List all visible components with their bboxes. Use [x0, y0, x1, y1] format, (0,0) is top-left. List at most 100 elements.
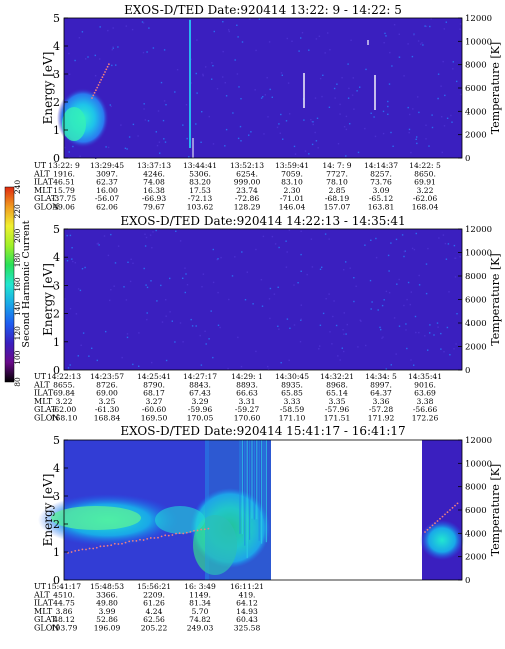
noise-speck	[276, 126, 279, 129]
noise-speck	[152, 231, 154, 233]
noise-speck	[408, 131, 410, 134]
noise-speck	[236, 73, 239, 75]
orbit-table: UTALTILATMLTGLATGLON14:22:138655.69.843.…	[33, 372, 442, 423]
temperature-point	[135, 539, 138, 542]
row-label: MLT	[34, 186, 53, 195]
intensity-core	[51, 506, 141, 530]
noise-speck	[404, 250, 406, 252]
noise-speck	[329, 331, 331, 333]
colorbar-tick: 80	[13, 377, 22, 387]
noise-speck	[297, 282, 299, 284]
noise-speck	[443, 28, 445, 30]
noise-speck	[165, 359, 168, 362]
y-axis-label: Energy [eV]	[41, 52, 55, 125]
diffuse-band	[205, 440, 271, 580]
noise-speck	[240, 98, 242, 100]
noise-speck	[78, 37, 81, 39]
noise-speck	[217, 291, 219, 294]
noise-speck	[288, 229, 291, 231]
table-cell: 79.67	[143, 203, 165, 212]
noise-speck	[337, 355, 339, 357]
colorbar-tick: 160	[13, 277, 22, 292]
noise-speck	[459, 23, 462, 25]
noise-speck	[239, 125, 242, 128]
noise-speck	[300, 304, 302, 306]
noise-speck	[456, 80, 458, 83]
y-axis-right: 0 2000 4000 6000 8000 10000 12000 Temperature […	[458, 225, 502, 376]
noise-speck	[195, 72, 197, 75]
noise-speck	[281, 74, 283, 76]
y2-tick-label: 0	[465, 154, 470, 164]
noise-speck	[312, 123, 314, 126]
noise-speck	[271, 96, 273, 98]
noise-speck	[267, 116, 269, 118]
noise-speck	[303, 119, 305, 121]
noise-speck	[352, 77, 354, 79]
table-cell: 46.51	[53, 178, 75, 187]
noise-speck	[427, 349, 429, 351]
noise-speck	[94, 54, 96, 57]
noise-speck	[452, 68, 454, 70]
noise-speck	[349, 123, 351, 125]
temperature-point	[451, 506, 454, 509]
temperature-point	[142, 539, 145, 541]
noise-speck	[328, 106, 331, 108]
table-cell: 8790.	[143, 380, 165, 389]
noise-speck	[438, 237, 440, 239]
table-cell: -59.96	[188, 405, 212, 414]
noise-speck	[285, 240, 287, 242]
noise-speck	[393, 317, 396, 319]
table-cell: 14:35:41	[408, 372, 442, 381]
noise-speck	[436, 322, 439, 324]
noise-speck	[205, 343, 207, 345]
colorbar-tick: 140	[13, 301, 22, 316]
y-tick-label: 0	[53, 574, 60, 587]
table-cell: 3.38	[417, 397, 434, 406]
temperature-point	[106, 65, 109, 68]
noise-speck	[151, 247, 153, 249]
noise-speck	[277, 325, 279, 327]
noise-speck	[437, 326, 439, 328]
noise-speck	[126, 333, 129, 335]
noise-speck	[176, 69, 179, 71]
noise-speck	[383, 299, 385, 301]
noise-speck	[244, 299, 247, 301]
noise-speck	[333, 300, 335, 302]
table-cell: -56.07	[95, 194, 119, 203]
temperature-point	[117, 543, 120, 545]
noise-speck	[138, 365, 140, 367]
noise-speck	[308, 153, 310, 155]
table-cell: 65.85	[281, 389, 303, 398]
noise-speck	[103, 235, 106, 237]
noise-speck	[212, 356, 214, 359]
noise-speck	[184, 267, 186, 269]
table-cell: 168.84	[94, 414, 121, 423]
table-cell: 14:34: 5	[365, 372, 397, 381]
noise-speck	[146, 318, 148, 321]
noise-speck	[109, 299, 111, 302]
noise-speck	[384, 32, 386, 35]
noise-speck	[319, 324, 322, 326]
noise-speck	[162, 119, 165, 122]
noise-speck	[144, 119, 147, 121]
noise-speck	[202, 73, 204, 76]
temperature-point	[193, 529, 195, 532]
noise-speck	[124, 147, 127, 149]
noise-speck	[314, 131, 316, 134]
temperature-point	[429, 526, 431, 529]
noise-speck	[179, 240, 182, 242]
orbit-table: UTALTILATMLTGLATGLON15:41:174510.44.753.…	[33, 582, 264, 633]
y-axis-right: 0 2000 4000 6000 8000 10000 12000 Temperature […	[458, 436, 502, 586]
table-cell: 3.31	[239, 397, 256, 406]
noise-speck	[138, 332, 140, 334]
noise-speck	[280, 362, 282, 364]
noise-speck	[453, 348, 455, 350]
table-cell: 68.17	[143, 389, 165, 398]
intensity-core	[62, 107, 86, 141]
table-cell: 3.86	[56, 607, 73, 616]
noise-speck	[252, 303, 254, 305]
table-cell: -59.27	[235, 405, 259, 414]
noise-speck	[291, 40, 293, 42]
temperature-point	[175, 532, 177, 535]
